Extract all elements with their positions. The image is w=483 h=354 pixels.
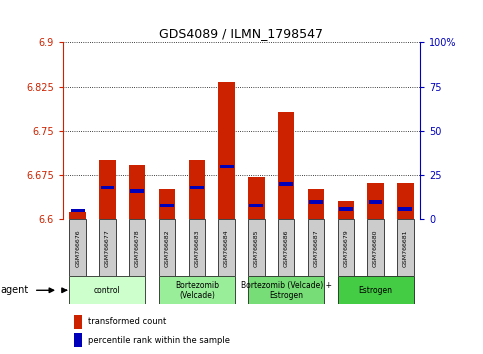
- Bar: [218, 219, 235, 276]
- Text: GSM766687: GSM766687: [313, 229, 318, 267]
- Bar: [249, 204, 263, 207]
- Bar: [248, 219, 265, 276]
- Text: GSM766677: GSM766677: [105, 229, 110, 267]
- Bar: [338, 201, 354, 219]
- Bar: [368, 219, 384, 276]
- Bar: [338, 219, 354, 276]
- Title: GDS4089 / ILMN_1798547: GDS4089 / ILMN_1798547: [159, 27, 324, 40]
- Bar: [248, 177, 265, 219]
- Text: GSM766685: GSM766685: [254, 229, 259, 267]
- Bar: [339, 207, 353, 211]
- Text: GSM766678: GSM766678: [135, 229, 140, 267]
- Bar: [159, 276, 235, 304]
- Bar: [220, 165, 234, 168]
- Text: GSM766679: GSM766679: [343, 229, 348, 267]
- Text: GSM766681: GSM766681: [403, 229, 408, 267]
- Bar: [218, 82, 235, 219]
- Bar: [100, 186, 114, 189]
- Bar: [369, 200, 383, 204]
- Text: GSM766686: GSM766686: [284, 229, 289, 267]
- Bar: [73, 315, 83, 329]
- Bar: [159, 189, 175, 219]
- Bar: [130, 189, 144, 193]
- Bar: [71, 209, 85, 212]
- Bar: [190, 186, 204, 189]
- Text: percentile rank within the sample: percentile rank within the sample: [88, 336, 230, 345]
- Text: Estrogen: Estrogen: [358, 286, 393, 295]
- Bar: [99, 219, 115, 276]
- Bar: [278, 112, 294, 219]
- Bar: [398, 207, 412, 211]
- Bar: [189, 160, 205, 219]
- Bar: [70, 276, 145, 304]
- Bar: [70, 219, 86, 276]
- Bar: [309, 200, 323, 204]
- Text: Bortezomib (Velcade) +
Estrogen: Bortezomib (Velcade) + Estrogen: [241, 281, 332, 300]
- Bar: [99, 160, 115, 219]
- Bar: [368, 183, 384, 219]
- Bar: [70, 212, 86, 219]
- Bar: [248, 276, 324, 304]
- Bar: [308, 189, 324, 219]
- Text: agent: agent: [0, 285, 28, 295]
- Bar: [308, 219, 324, 276]
- Text: GSM766682: GSM766682: [165, 229, 170, 267]
- Text: transformed count: transformed count: [88, 317, 166, 326]
- Text: GSM766680: GSM766680: [373, 229, 378, 267]
- Bar: [159, 219, 175, 276]
- Bar: [279, 182, 293, 186]
- Bar: [129, 165, 145, 219]
- Text: GSM766683: GSM766683: [194, 229, 199, 267]
- Bar: [189, 219, 205, 276]
- Bar: [160, 204, 174, 207]
- Bar: [397, 219, 413, 276]
- Text: GSM766684: GSM766684: [224, 229, 229, 267]
- Bar: [278, 219, 294, 276]
- Text: Bortezomib
(Velcade): Bortezomib (Velcade): [175, 281, 219, 300]
- Text: control: control: [94, 286, 121, 295]
- Bar: [129, 219, 145, 276]
- Text: GSM766676: GSM766676: [75, 229, 80, 267]
- Bar: [397, 183, 413, 219]
- Bar: [338, 276, 413, 304]
- Bar: [73, 333, 83, 347]
